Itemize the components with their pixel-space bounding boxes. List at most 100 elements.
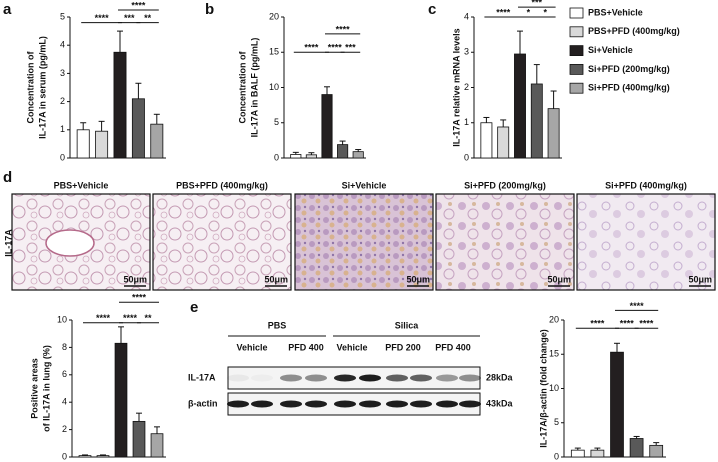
- sig-label: ***: [345, 43, 356, 53]
- micrograph-title: Si+PFD (200mg/kg): [464, 180, 546, 190]
- sig-label: ****: [132, 293, 147, 303]
- bar: [78, 455, 92, 458]
- lane-label: PFD 400: [288, 342, 324, 352]
- y-tick-label: 3: [464, 47, 469, 57]
- micrograph: [435, 193, 575, 291]
- micrograph-title: Si+Vehicle: [342, 180, 387, 190]
- band: [251, 400, 273, 408]
- blot-row-label: β-actin: [188, 398, 218, 408]
- bar: [629, 438, 644, 458]
- y-axis-label: Positive areas: [29, 358, 39, 419]
- scale-label: 50μm: [264, 274, 288, 284]
- band: [386, 374, 408, 382]
- band: [459, 400, 481, 408]
- micrograph: [294, 193, 434, 291]
- y-tick-label: 6: [62, 369, 67, 379]
- bar: [150, 123, 164, 159]
- sig-label: ***: [124, 13, 135, 23]
- y-tick-label: 2: [464, 82, 469, 92]
- micrograph-title: PBS+Vehicle: [54, 180, 109, 190]
- legend-label: PBS+Vehicle: [588, 7, 643, 17]
- micrograph: [152, 193, 292, 291]
- y-tick-label: 10: [549, 383, 559, 393]
- bar: [352, 151, 364, 159]
- y-tick-label: 8: [62, 342, 67, 352]
- sig-label: *: [543, 7, 547, 17]
- band: [410, 400, 432, 408]
- sig-label: **: [144, 313, 152, 323]
- y-tick-label: 0: [274, 152, 279, 162]
- band: [305, 374, 327, 382]
- sig-label: ****: [620, 319, 635, 329]
- lane-label: Vehicle: [236, 342, 267, 352]
- lane-label: PFD 200: [385, 342, 421, 352]
- panel-label: c: [428, 1, 436, 18]
- sig-label: ****: [639, 319, 654, 329]
- band: [227, 374, 249, 382]
- bar: [570, 449, 585, 458]
- y-axis-label: of IL-17A in lung (%): [41, 345, 51, 432]
- bar: [649, 444, 664, 458]
- bar: [337, 144, 349, 159]
- band: [280, 400, 302, 408]
- band: [410, 374, 432, 382]
- sig-label: **: [144, 13, 152, 23]
- y-tick-label: 20: [549, 314, 559, 324]
- micrograph: [576, 193, 716, 291]
- bar: [114, 342, 128, 458]
- blot-row-label: IL-17A: [188, 372, 216, 382]
- band: [459, 374, 481, 382]
- blot-size: 43kDa: [486, 398, 514, 408]
- lane-label: Vehicle: [336, 342, 367, 352]
- y-axis-label: IL-17A in BALF (pg/mL): [249, 38, 259, 138]
- bar: [590, 449, 605, 458]
- y-tick-label: 3: [60, 68, 65, 78]
- sig-label: ***: [532, 0, 543, 8]
- y-tick-label: 0: [464, 152, 469, 162]
- legend-label: Si+PFD (400mg/kg): [588, 83, 670, 93]
- band: [334, 400, 356, 408]
- sig-label: ****: [123, 313, 138, 323]
- bar: [610, 351, 624, 458]
- y-tick-label: 2: [62, 424, 67, 434]
- blot-size: 28kDa: [486, 372, 514, 382]
- blot-group: PBS: [268, 320, 287, 330]
- y-axis-label: IL-17A/β-actin (fold change): [538, 329, 548, 448]
- sig-label: ****: [96, 313, 111, 323]
- y-tick-label: 0: [554, 451, 559, 461]
- panel-label: d: [3, 169, 12, 186]
- y-tick-label: 4: [62, 397, 67, 407]
- y-tick-label: 2: [60, 96, 65, 106]
- y-tick-label: 0: [62, 451, 67, 461]
- legend-label: Si+Vehicle: [588, 45, 633, 55]
- bar: [96, 455, 110, 458]
- y-tick-label: 5: [60, 11, 65, 21]
- y-tick-label: 5: [554, 417, 559, 427]
- legend-swatch: [569, 26, 584, 38]
- y-axis-label: IL-17A in serum (pg/mL): [37, 36, 47, 139]
- legend-swatch: [569, 82, 584, 94]
- y-tick-label: 10: [57, 314, 67, 324]
- blot-group: Silica: [395, 320, 420, 330]
- legend-swatch: [569, 7, 584, 19]
- y-tick-label: 1: [60, 124, 65, 134]
- bar: [113, 51, 127, 159]
- y-tick-label: 0: [60, 152, 65, 162]
- legend-label: PBS+PFD (400mg/kg): [588, 26, 680, 36]
- bar: [132, 420, 146, 458]
- y-axis-label: Concentration of: [25, 51, 35, 124]
- sig-label: ****: [131, 0, 146, 10]
- scale-label: 50μm: [547, 274, 571, 284]
- y-tick-label: 20: [269, 11, 279, 21]
- legend-swatch: [569, 64, 584, 75]
- sig-label: ****: [95, 13, 110, 23]
- bar: [480, 122, 493, 159]
- bar: [497, 126, 510, 159]
- bar: [514, 53, 526, 159]
- band: [227, 400, 249, 408]
- y-tick-label: 5: [274, 117, 279, 127]
- sig-label: ****: [630, 301, 645, 311]
- y-axis-label: IL-17A relative mRNA levels: [451, 28, 461, 146]
- band: [359, 374, 381, 382]
